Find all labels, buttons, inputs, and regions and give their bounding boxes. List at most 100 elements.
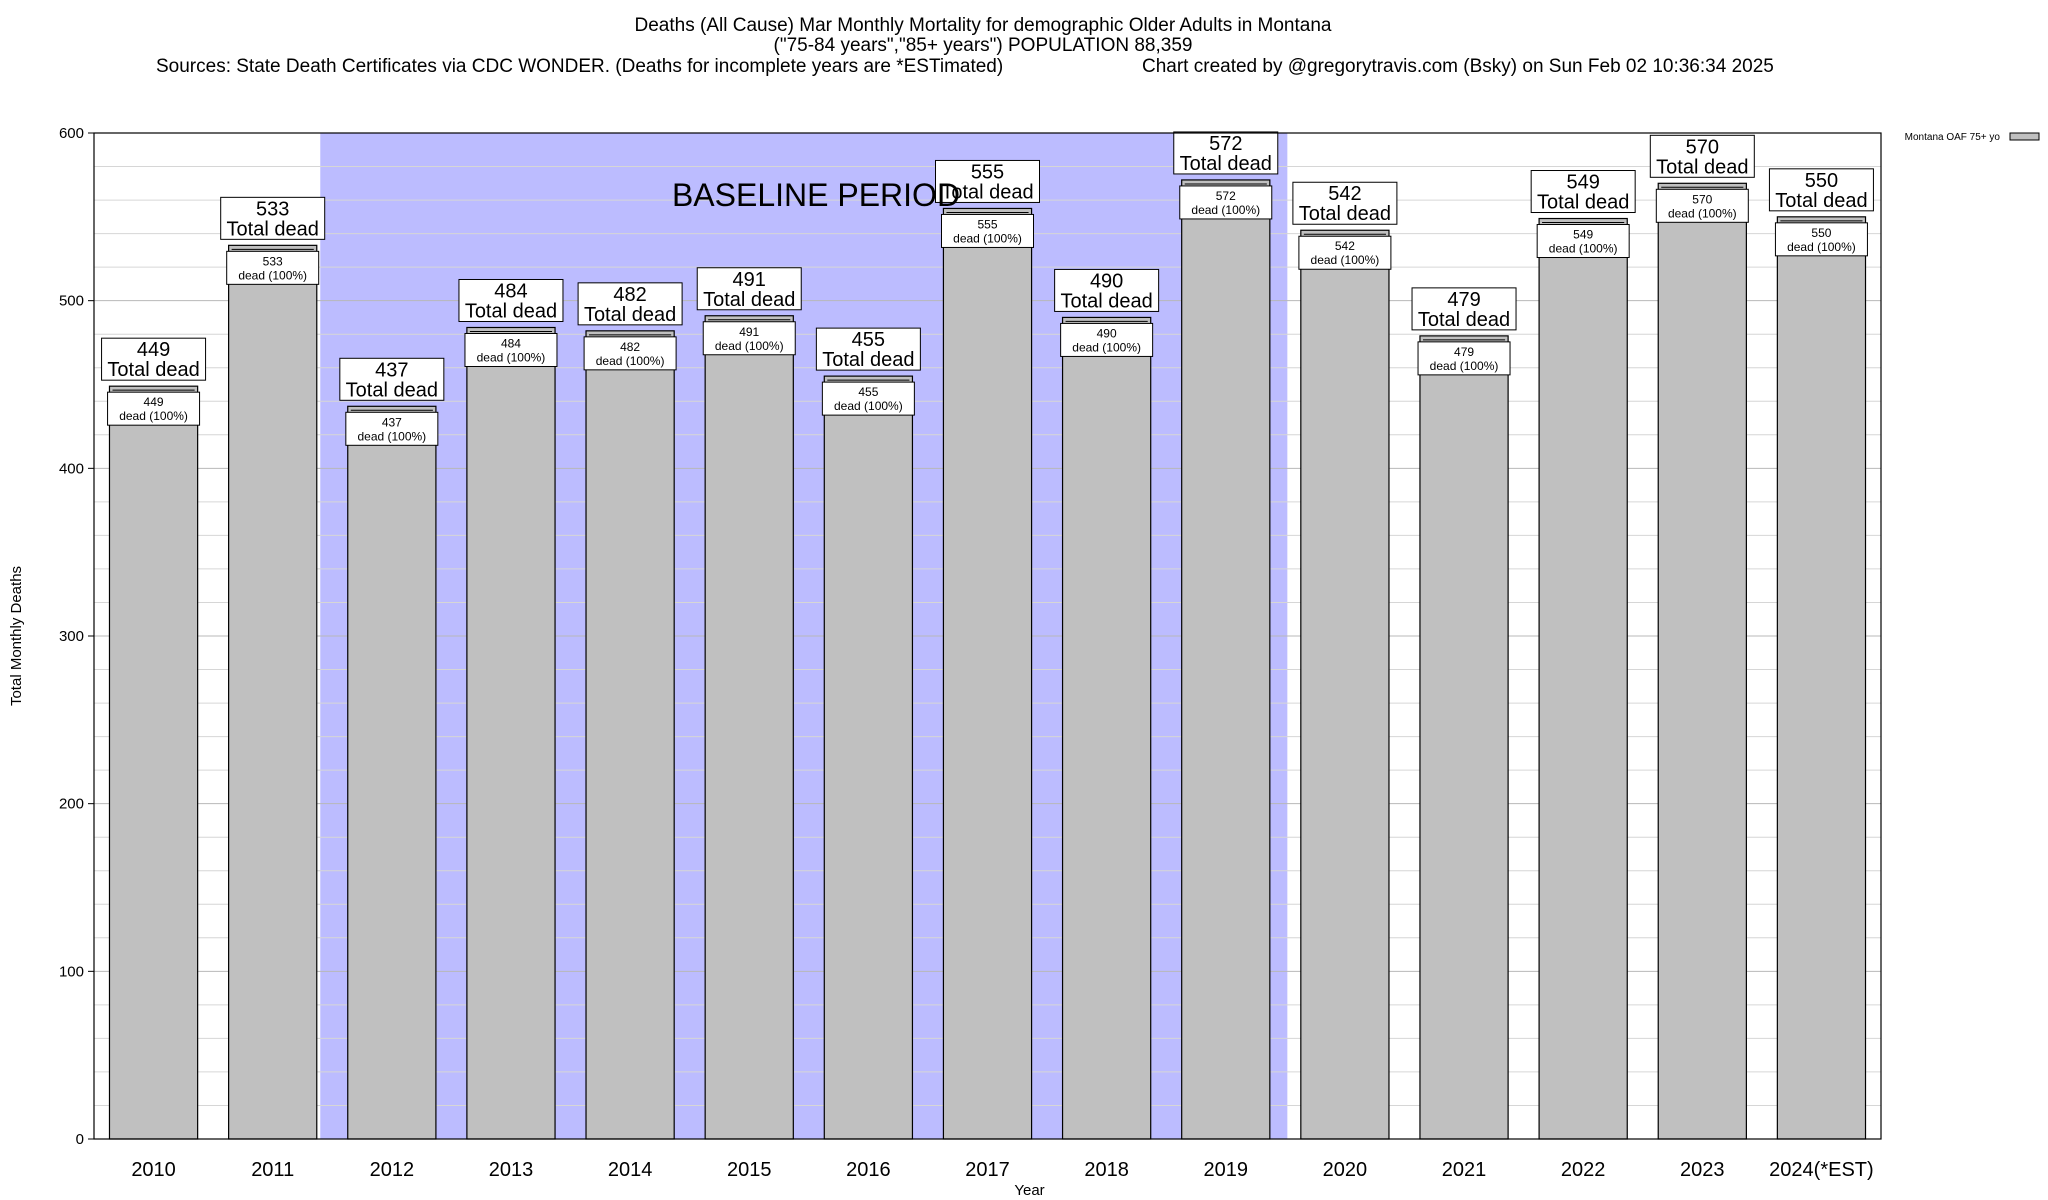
top-data-label-box xyxy=(458,278,564,322)
x-tick-label: 2015 xyxy=(727,1159,772,1181)
bar xyxy=(1776,216,1867,1140)
top-data-label-box xyxy=(339,357,445,401)
top-data-label-box xyxy=(1530,170,1636,214)
x-tick-label: 2013 xyxy=(489,1159,534,1181)
inner-data-label-value: 570 xyxy=(1692,192,1712,206)
bar xyxy=(108,385,199,1140)
inner-data-label-value: 479 xyxy=(1454,345,1474,359)
top-data-label-box xyxy=(220,196,326,240)
top-data-label-text: Total dead xyxy=(1060,290,1152,312)
chart-header: Deaths (All Cause) Mar Monthly Mortality… xyxy=(156,15,1774,77)
x-tick-label: 2011 xyxy=(251,1159,294,1181)
top-data-label-box xyxy=(1411,287,1517,331)
x-tick-label: 2010 xyxy=(131,1159,176,1181)
x-tick-label: 2024(*EST) xyxy=(1769,1159,1874,1181)
inner-data-label-box xyxy=(345,411,439,446)
top-data-label-text: Total dead xyxy=(1418,309,1510,331)
x-tick-label: 2017 xyxy=(965,1159,1010,1181)
inner-data-label-box xyxy=(1536,224,1630,259)
top-data-label-text: Total dead xyxy=(346,379,438,401)
top-data-label-text: Total dead xyxy=(1537,192,1629,214)
inner-data-label-value: 449 xyxy=(144,395,164,409)
top-data-label-text: Total dead xyxy=(1656,156,1748,178)
legend-label: Montana OAF 75+ yo xyxy=(1905,132,2001,143)
top-data-label-value: 572 xyxy=(1209,133,1242,155)
top-data-label-box xyxy=(696,267,802,311)
x-tick-label: 2023 xyxy=(1680,1159,1725,1181)
top-data-label-text: Total dead xyxy=(1180,153,1272,175)
bar xyxy=(1061,316,1152,1140)
inner-data-label-box xyxy=(1417,341,1511,376)
top-data-label-value: 542 xyxy=(1328,183,1361,205)
inner-data-label-text: dead (100%) xyxy=(1668,206,1737,220)
top-data-label-value: 491 xyxy=(733,269,766,291)
inner-data-label-value: 482 xyxy=(620,340,640,354)
inner-data-label-value: 455 xyxy=(858,385,878,399)
inner-data-label-text: dead (100%) xyxy=(1549,242,1618,256)
top-data-label-box xyxy=(815,327,921,371)
bar xyxy=(1181,179,1271,1140)
x-tick-label: 2019 xyxy=(1204,1159,1249,1181)
y-tick-label: 600 xyxy=(59,125,84,142)
bar xyxy=(704,315,794,1140)
inner-data-label-text: dead (100%) xyxy=(1430,359,1499,373)
x-tick-label: 2016 xyxy=(846,1159,891,1181)
inner-data-label-value: 491 xyxy=(739,325,759,339)
top-data-label-value: 437 xyxy=(375,359,408,381)
x-axis-label: Year xyxy=(1014,1182,1044,1199)
bar xyxy=(228,244,318,1140)
inner-data-label-box xyxy=(1774,222,1868,257)
top-data-label-box xyxy=(1649,134,1755,178)
inner-data-label-text: dead (100%) xyxy=(715,339,784,353)
inner-data-label-box xyxy=(941,213,1034,248)
top-data-label-value: 484 xyxy=(494,280,527,302)
top-data-label-text: Total dead xyxy=(227,218,319,240)
inner-data-label-box xyxy=(583,336,677,371)
bar xyxy=(1419,335,1509,1140)
top-data-label-value: 570 xyxy=(1686,136,1719,158)
chart-title: Deaths (All Cause) Mar Monthly Mortality… xyxy=(635,15,1332,36)
inner-data-label-value: 550 xyxy=(1811,226,1831,240)
inner-data-label-text: dead (100%) xyxy=(834,399,903,413)
bar xyxy=(823,375,914,1140)
top-data-label-text: Total dead xyxy=(1775,190,1867,212)
inner-data-label-value: 572 xyxy=(1216,189,1236,203)
chart-credit: Chart created by @gregorytravis.com (Bsk… xyxy=(1142,56,1774,77)
top-data-label-box xyxy=(101,337,207,381)
chart-subtitle: ("75-84 years","85+ years") POPULATION 8… xyxy=(774,35,1193,56)
top-data-label-text: Total dead xyxy=(584,304,676,326)
top-data-label-text: Total dead xyxy=(941,181,1033,203)
y-tick-label: 400 xyxy=(59,460,84,477)
top-data-label-box xyxy=(1054,268,1160,312)
top-data-label-text: Total dead xyxy=(1299,203,1391,225)
top-data-label-box xyxy=(1173,131,1279,175)
top-data-label-box xyxy=(1768,168,1874,212)
inner-data-label-text: dead (100%) xyxy=(238,268,307,282)
bar xyxy=(347,405,437,1140)
bar xyxy=(942,207,1033,1140)
bar xyxy=(585,330,675,1140)
top-data-label-value: 549 xyxy=(1566,172,1599,194)
inner-data-label-text: dead (100%) xyxy=(596,354,665,368)
x-tick-label: 2020 xyxy=(1323,1159,1368,1181)
bar xyxy=(1657,182,1747,1140)
top-data-label-value: 555 xyxy=(971,161,1004,183)
y-tick-label: 500 xyxy=(59,293,84,310)
inner-data-label-text: dead (100%) xyxy=(1311,253,1380,267)
top-data-label-box xyxy=(935,159,1040,203)
top-data-label-box xyxy=(577,282,683,326)
top-data-label-value: 479 xyxy=(1447,289,1480,311)
legend: Montana OAF 75+ yo xyxy=(1905,132,2040,143)
top-data-label-value: 490 xyxy=(1090,270,1123,292)
inner-data-label-box xyxy=(1179,185,1273,220)
top-data-label-value: 550 xyxy=(1805,170,1838,192)
inner-data-label-value: 555 xyxy=(977,217,997,231)
